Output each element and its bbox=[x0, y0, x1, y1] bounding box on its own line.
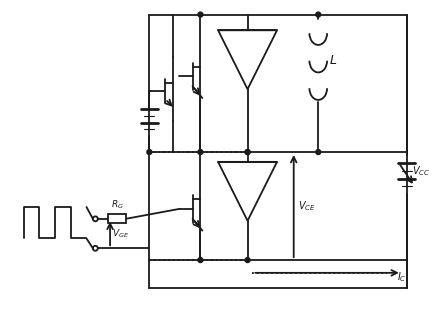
Text: $V_{CC}$: $V_{CC}$ bbox=[412, 164, 429, 178]
Text: $R_G$: $R_G$ bbox=[111, 199, 124, 211]
Circle shape bbox=[198, 150, 203, 154]
Circle shape bbox=[198, 258, 203, 263]
FancyBboxPatch shape bbox=[108, 214, 126, 223]
Circle shape bbox=[316, 12, 321, 17]
Circle shape bbox=[316, 150, 321, 154]
Circle shape bbox=[245, 258, 250, 263]
Text: $V_{CE}$: $V_{CE}$ bbox=[297, 199, 315, 213]
Circle shape bbox=[245, 150, 250, 154]
Text: L: L bbox=[330, 54, 337, 67]
Text: $V_{GE}$: $V_{GE}$ bbox=[112, 227, 129, 240]
Circle shape bbox=[245, 150, 250, 154]
Text: $I_C$: $I_C$ bbox=[397, 270, 406, 284]
Circle shape bbox=[147, 150, 152, 154]
Circle shape bbox=[198, 12, 203, 17]
